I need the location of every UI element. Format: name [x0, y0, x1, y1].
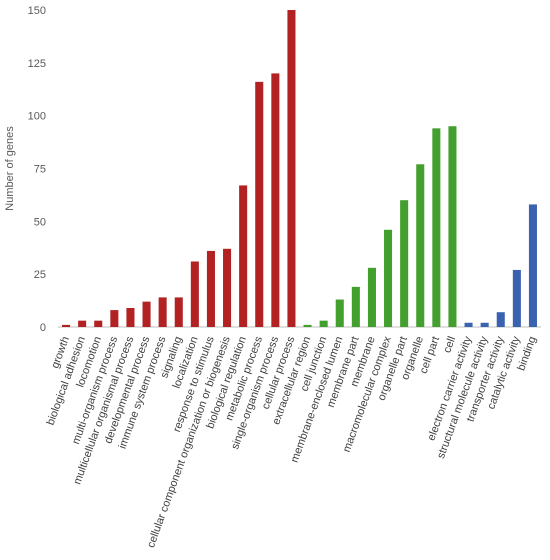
bar: [400, 200, 409, 327]
bar: [190, 261, 199, 327]
bar: [464, 322, 473, 327]
y-tick-label: 0: [40, 322, 46, 334]
bar: [206, 250, 215, 327]
bar: [319, 320, 328, 327]
y-axis-label: Number of genes: [4, 126, 16, 211]
bar: [287, 10, 296, 327]
bar: [480, 322, 489, 327]
bar: [496, 312, 505, 327]
bar: [239, 185, 248, 327]
bar: [335, 299, 344, 327]
y-tick-label: 150: [28, 5, 46, 17]
y-axis: 0 25 50 75 100 125 150: [28, 5, 46, 334]
y-tick-label: 125: [28, 58, 46, 70]
y-tick-label: 75: [34, 164, 46, 176]
bar: [512, 269, 521, 327]
bar: [528, 204, 537, 327]
bar: [158, 297, 167, 327]
bar: [223, 248, 232, 327]
bar: [303, 324, 312, 327]
bar: [416, 164, 425, 327]
bar: [367, 267, 376, 327]
bar: [94, 320, 103, 327]
bar: [78, 320, 87, 327]
x-tick-label: cell: [441, 335, 458, 355]
y-tick-label: 50: [34, 216, 46, 228]
bar: [126, 307, 135, 327]
bar: [142, 301, 151, 327]
bar: [351, 286, 360, 327]
bar: [384, 229, 393, 327]
y-tick-label: 25: [34, 269, 46, 281]
bar: [174, 297, 183, 327]
bar: [448, 126, 457, 327]
y-tick-label: 100: [28, 111, 46, 123]
bar: [62, 324, 71, 327]
bars: [62, 10, 537, 328]
bar: [271, 73, 280, 328]
bar: [255, 81, 264, 327]
bar: [432, 128, 441, 327]
bar: [110, 310, 119, 327]
